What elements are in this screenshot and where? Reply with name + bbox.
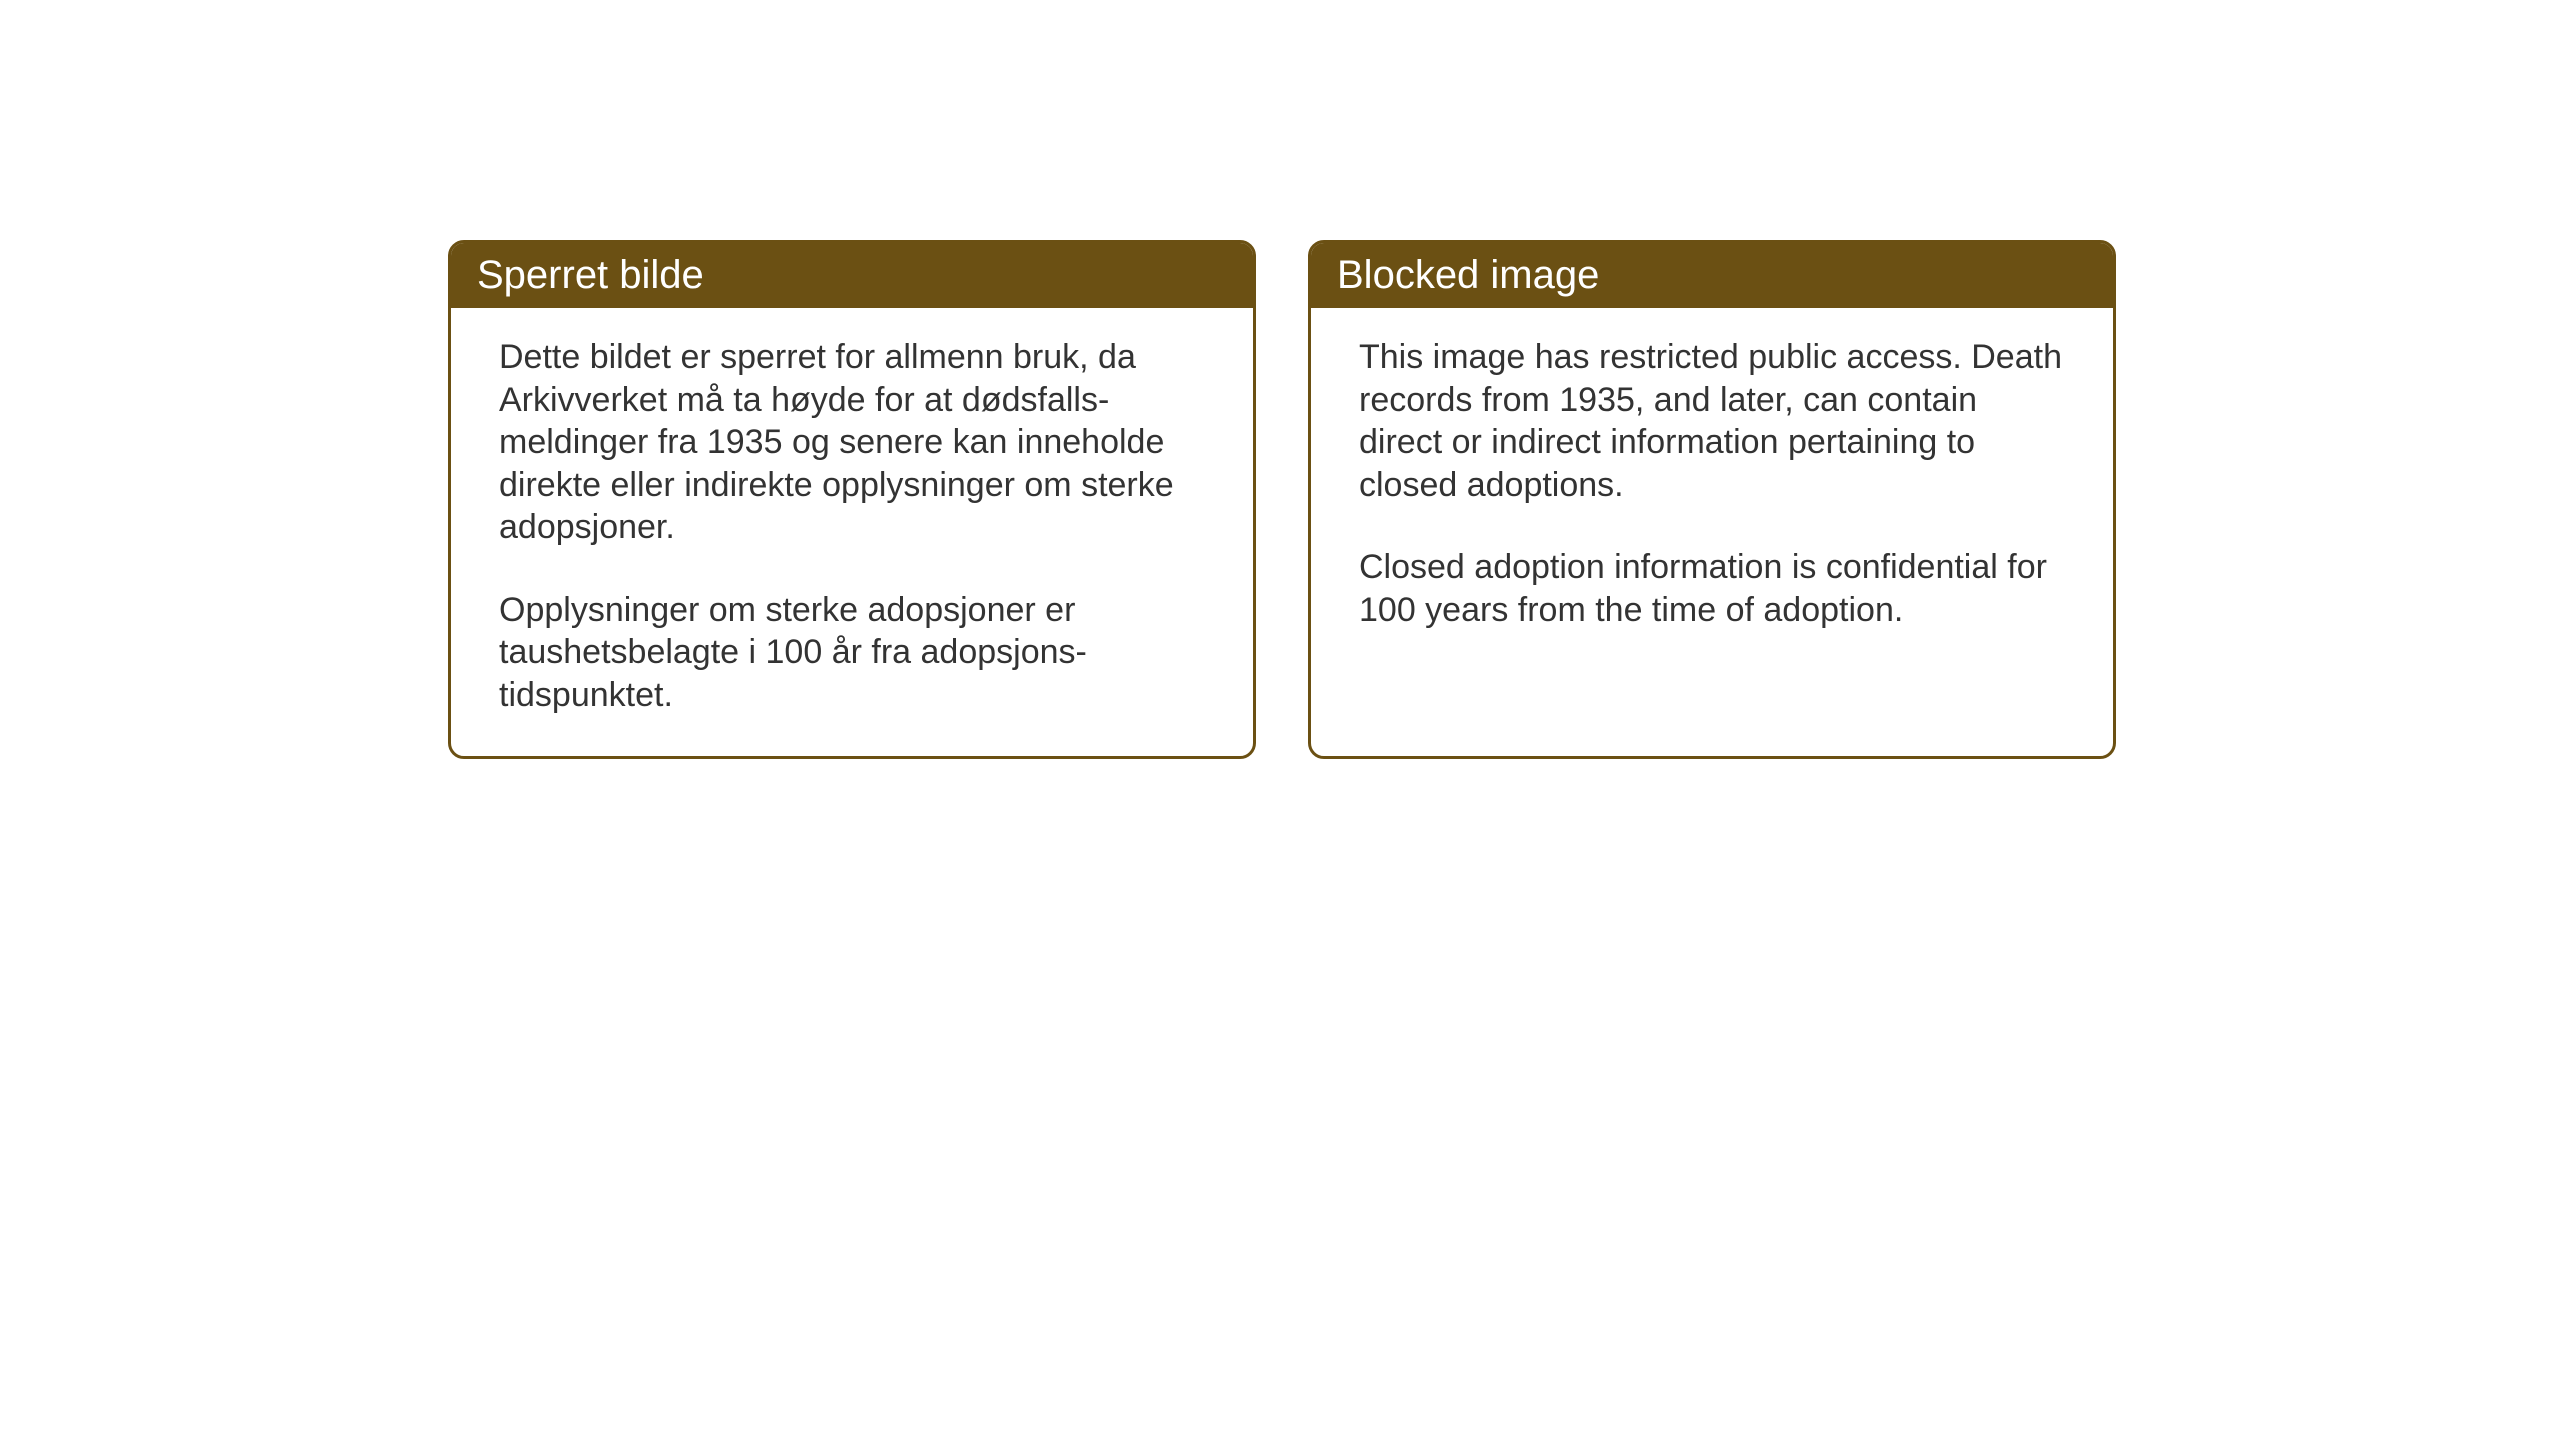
notice-container: Sperret bilde Dette bildet er sperret fo… <box>448 240 2116 759</box>
notice-body-english: This image has restricted public access.… <box>1311 308 2113 671</box>
notice-header-norwegian: Sperret bilde <box>451 243 1253 308</box>
notice-title-norwegian: Sperret bilde <box>477 253 704 297</box>
notice-card-english: Blocked image This image has restricted … <box>1308 240 2116 759</box>
notice-paragraph-2-norwegian: Opplysninger om sterke adopsjoner er tau… <box>499 589 1205 717</box>
notice-paragraph-1-english: This image has restricted public access.… <box>1359 336 2065 506</box>
notice-paragraph-1-norwegian: Dette bildet er sperret for allmenn bruk… <box>499 336 1205 549</box>
notice-body-norwegian: Dette bildet er sperret for allmenn bruk… <box>451 308 1253 756</box>
notice-title-english: Blocked image <box>1337 253 1599 297</box>
notice-paragraph-2-english: Closed adoption information is confident… <box>1359 546 2065 631</box>
notice-header-english: Blocked image <box>1311 243 2113 308</box>
notice-card-norwegian: Sperret bilde Dette bildet er sperret fo… <box>448 240 1256 759</box>
